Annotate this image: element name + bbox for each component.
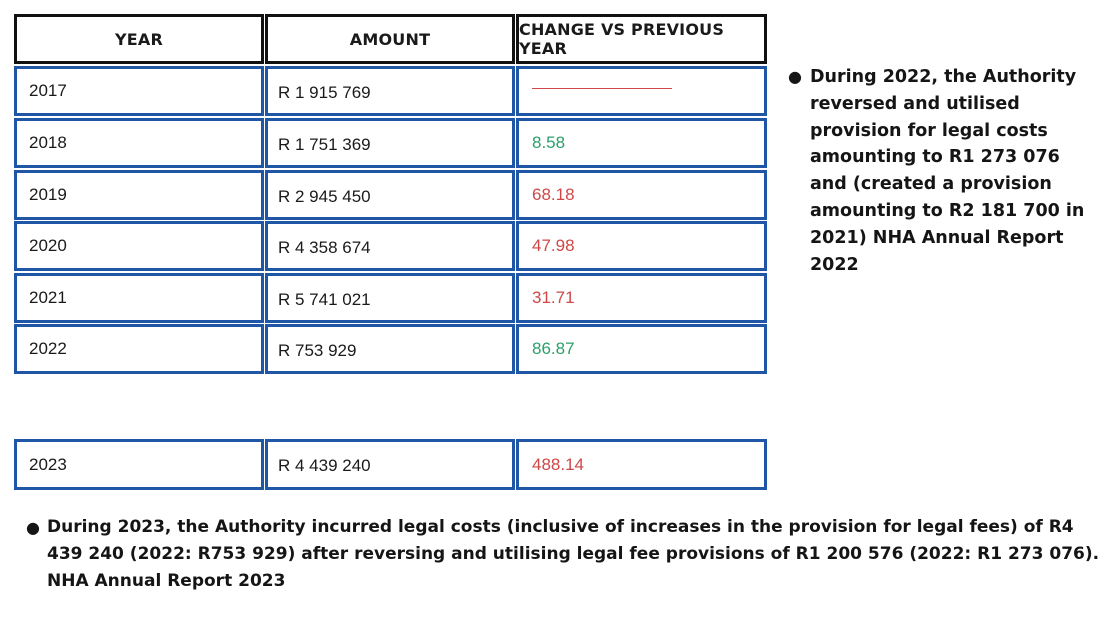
amount-cell: R 753 929 xyxy=(265,324,515,374)
amount-cell: R 1 751 369 xyxy=(265,118,515,168)
bullet-dot-icon: ● xyxy=(788,67,802,86)
bullet-dot-icon: ● xyxy=(26,518,40,537)
amount-cell: R 4 358 674 xyxy=(265,221,515,271)
year-cell: 2021 xyxy=(14,273,264,323)
year-cell: 2019 xyxy=(14,170,264,220)
note-2023: ● During 2023, the Authority incurred le… xyxy=(26,514,1106,595)
header-amount: AMOUNT xyxy=(265,14,515,64)
note-2022: ● During 2022, the Authority reversed an… xyxy=(788,64,1088,278)
change-cell: 488.14 xyxy=(516,439,767,490)
amount-cell: R 1 915 769 xyxy=(265,66,515,116)
note-2022-text: During 2022, the Authority reversed and … xyxy=(810,67,1085,275)
change-cell: 86.87 xyxy=(516,324,767,374)
note-2023-text: During 2023, the Authority incurred lega… xyxy=(47,517,1100,564)
amount-cell: R 4 439 240 xyxy=(265,439,515,490)
change-cell: 31.71 xyxy=(516,273,767,323)
change-cell-empty xyxy=(516,66,767,116)
note-2023-source: NHA Annual Report 2023 xyxy=(47,571,286,591)
change-cell: 68.18 xyxy=(516,170,767,220)
amount-cell: R 2 945 450 xyxy=(265,170,515,220)
header-year: YEAR xyxy=(14,14,264,64)
year-cell: 2023 xyxy=(14,439,264,490)
amount-cell: R 5 741 021 xyxy=(265,273,515,323)
no-change-dash xyxy=(532,87,672,89)
year-cell: 2020 xyxy=(14,221,264,271)
year-cell: 2018 xyxy=(14,118,264,168)
change-cell: 8.58 xyxy=(516,118,767,168)
header-change: CHANGE VS PREVIOUS YEAR xyxy=(516,14,767,64)
year-cell: 2017 xyxy=(14,66,264,116)
year-cell: 2022 xyxy=(14,324,264,374)
change-cell: 47.98 xyxy=(516,221,767,271)
